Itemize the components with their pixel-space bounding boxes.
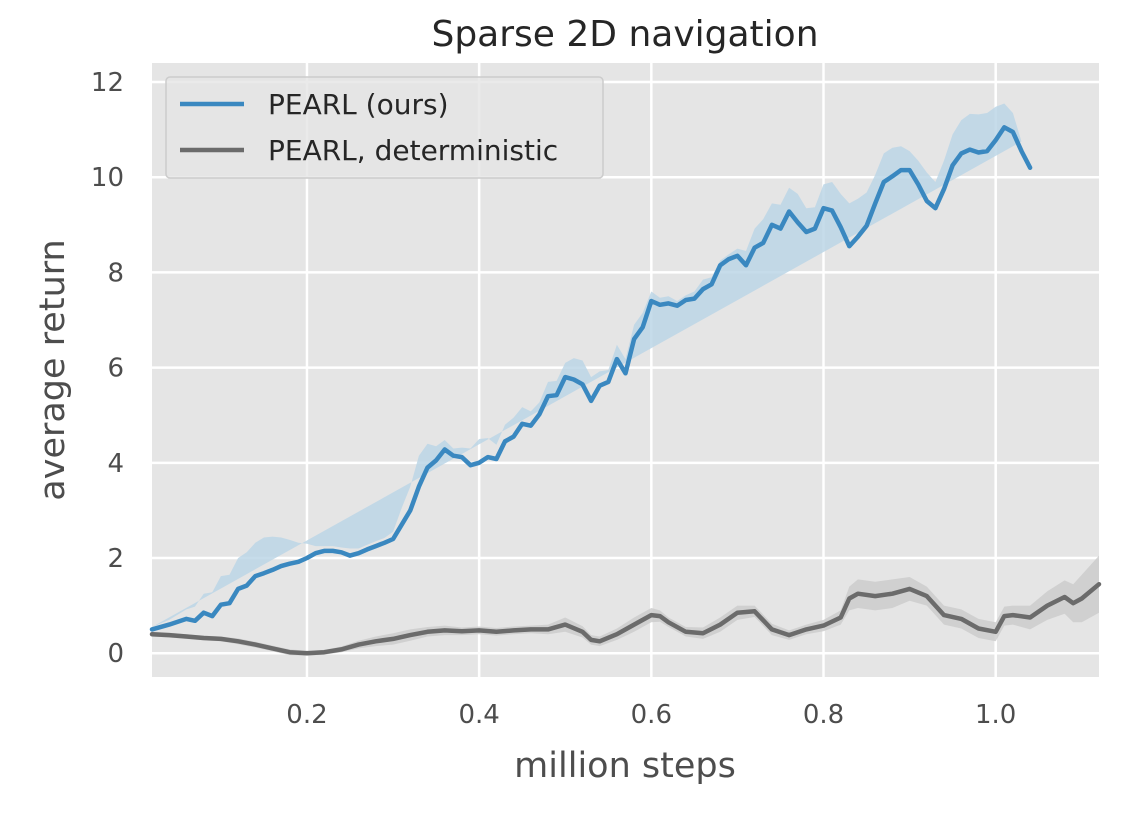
x-tick-label: 0.6 xyxy=(631,700,672,730)
y-tick-label: 6 xyxy=(107,354,124,384)
legend-label-1: PEARL, deterministic xyxy=(268,134,558,167)
legend-box xyxy=(165,76,604,179)
chart-title: Sparse 2D navigation xyxy=(431,14,818,55)
y-tick-label: 10 xyxy=(91,163,124,193)
confidence-bands xyxy=(152,103,1099,656)
x-tick-label: 0.4 xyxy=(458,700,499,730)
y-tick-label: 4 xyxy=(107,449,124,479)
legend: PEARL (ours) PEARL, deterministic xyxy=(165,76,604,179)
series-line-0 xyxy=(149,125,1033,632)
legend-label-0: PEARL (ours) xyxy=(268,88,449,121)
x-axis-label: million steps xyxy=(514,746,736,786)
x-tick-label: 0.8 xyxy=(803,700,844,730)
y-tick-label: 8 xyxy=(107,258,124,288)
y-axis-label: average return xyxy=(33,239,73,500)
y-tick-labels: 0 2 4 6 8 10 12 xyxy=(91,68,124,669)
y-tick-label: 0 xyxy=(107,639,124,669)
series-line-1 xyxy=(149,581,1102,656)
x-tick-labels: 0.2 0.4 0.6 0.8 1.0 xyxy=(286,700,1016,730)
x-tick-label: 1.0 xyxy=(975,700,1016,730)
series-band-1 xyxy=(152,555,1099,656)
y-tick-label: 2 xyxy=(107,544,124,574)
x-tick-label: 0.2 xyxy=(286,700,327,730)
y-tick-label: 12 xyxy=(91,68,124,98)
series-lines xyxy=(149,125,1102,656)
series-band-0 xyxy=(152,103,1022,627)
